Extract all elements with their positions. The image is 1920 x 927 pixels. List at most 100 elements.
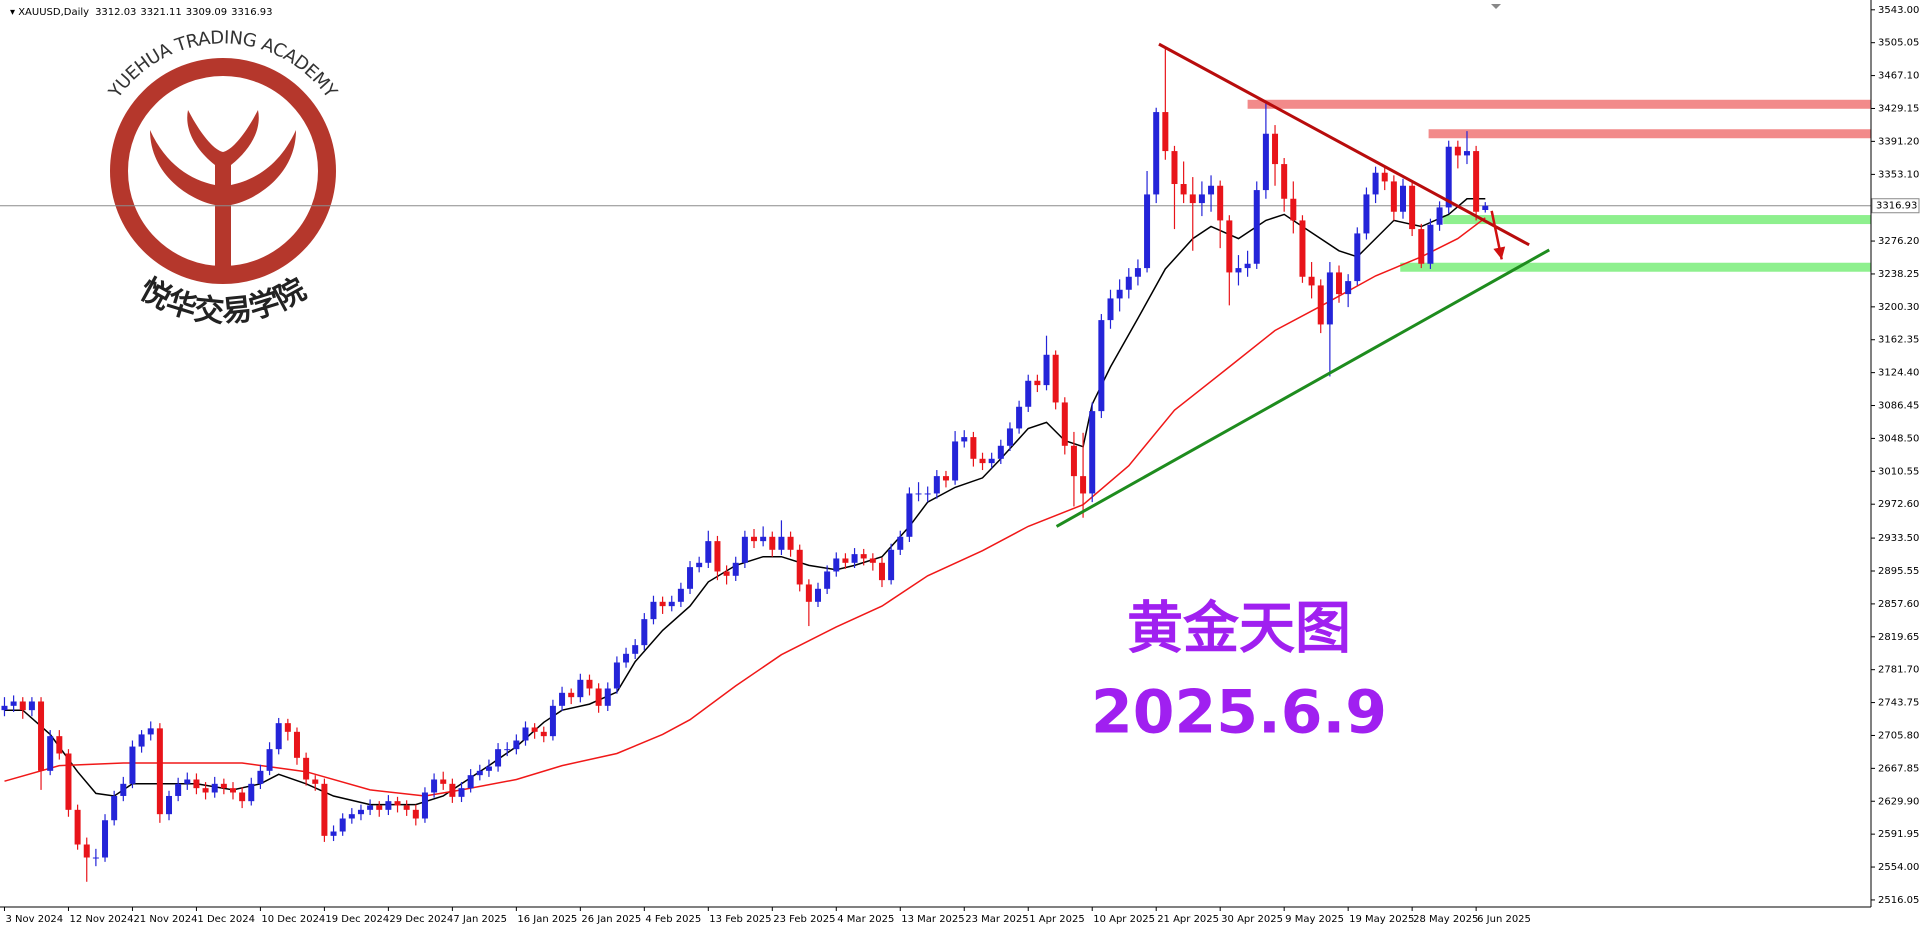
candle-body — [1463, 151, 1470, 156]
candle-body — [111, 795, 118, 821]
header: ▾ XAUUSD,Daily 3312.03 3321.11 3309.09 3316.… — [10, 7, 273, 18]
x-tick-label: 19 May 2025 — [1349, 914, 1414, 925]
candle-body — [869, 558, 876, 563]
candle-body — [970, 437, 977, 459]
arrow-head — [1493, 246, 1506, 260]
candle-body — [1043, 354, 1050, 386]
candle-body — [1418, 229, 1425, 264]
candle-body — [1098, 320, 1105, 412]
candle-body — [687, 567, 694, 589]
candle-body — [613, 662, 620, 689]
candle-body — [239, 792, 246, 802]
candle-body — [10, 701, 17, 706]
candle-body — [1189, 194, 1196, 204]
candle-body — [787, 536, 794, 550]
candle-body — [19, 701, 26, 711]
candle-body — [878, 562, 885, 581]
y-tick-label: 3124.40 — [1878, 368, 1919, 379]
symbol: XAUUSD,Daily — [18, 7, 89, 18]
y-tick-label: 3162.35 — [1878, 335, 1919, 346]
x-tick-label: 1 Dec 2024 — [197, 914, 255, 925]
y-tick-label: 2895.55 — [1878, 566, 1919, 577]
candle-body — [577, 679, 584, 698]
candle-body — [961, 437, 968, 442]
candle-body — [659, 601, 666, 607]
y-tick-label: 3048.50 — [1878, 433, 1919, 444]
y-tick-label: 2629.90 — [1878, 796, 1919, 807]
candle-body — [549, 705, 556, 737]
candle-body — [421, 792, 428, 819]
candle-body — [1244, 263, 1251, 269]
candle-body — [1326, 272, 1333, 325]
price-zone — [1400, 262, 1871, 272]
candle-body — [367, 805, 374, 810]
candle-body — [723, 571, 730, 576]
y-tick-label: 3010.55 — [1878, 466, 1919, 477]
candle-body — [1208, 185, 1215, 195]
candle-body — [339, 818, 346, 832]
candle-body — [348, 814, 355, 819]
candle-body — [641, 619, 648, 646]
candle-body — [1345, 281, 1352, 295]
candle-body — [495, 749, 502, 767]
trendline — [1055, 248, 1550, 528]
candle-body — [1253, 190, 1260, 264]
candle-body — [1144, 194, 1151, 269]
moving-average — [4, 217, 1486, 797]
candle-body — [440, 779, 447, 784]
candle-body — [942, 476, 949, 481]
candle-body — [1354, 233, 1361, 282]
candle-body — [604, 688, 611, 706]
y-tick-label: 3467.10 — [1878, 71, 1919, 82]
x-tick-label: 13 Mar 2025 — [901, 914, 964, 925]
y-tick-label: 3353.10 — [1878, 169, 1919, 180]
y-tick-label: 2705.80 — [1878, 730, 1919, 741]
candle-body — [1, 705, 8, 711]
candle-body — [1125, 276, 1132, 290]
candle-body — [1089, 411, 1096, 494]
x-tick-label: 12 Nov 2024 — [69, 914, 133, 925]
candle-body — [1299, 220, 1306, 277]
candle-body — [120, 783, 127, 796]
x-tick-label: 9 May 2025 — [1285, 914, 1344, 925]
candle-body — [38, 701, 45, 771]
candle-body — [330, 831, 337, 836]
candle-body — [714, 541, 721, 572]
y-tick-label: 2819.65 — [1878, 632, 1919, 643]
y-tick-label: 2972.60 — [1878, 499, 1919, 510]
x-tick-label: 13 Feb 2025 — [709, 914, 771, 925]
x-tick-label: 23 Feb 2025 — [773, 914, 835, 925]
candle-body — [1061, 402, 1068, 446]
plot-area — [0, 42, 1871, 882]
candle-body — [1052, 354, 1059, 403]
candle-body — [229, 788, 236, 793]
candle-body — [1290, 198, 1297, 221]
candle-body — [988, 458, 995, 464]
x-tick-label: 10 Apr 2025 — [1093, 914, 1155, 925]
candle-body — [1217, 185, 1224, 221]
candle-body — [732, 562, 739, 576]
candle-body — [924, 493, 931, 495]
candle-body — [796, 549, 803, 585]
candle-body — [412, 809, 419, 819]
candle-body — [851, 554, 858, 563]
candle-body — [1180, 184, 1187, 195]
candle-body — [888, 549, 895, 581]
x-tick-label: 3 Nov 2024 — [5, 914, 63, 925]
close: 3316.93 — [231, 7, 272, 18]
candle-body — [1016, 406, 1023, 429]
candle-body — [568, 692, 575, 698]
x-tick-label: 21 Nov 2024 — [133, 914, 197, 925]
candle-body — [1235, 268, 1242, 273]
candle-body — [385, 801, 392, 810]
candle-body — [56, 736, 63, 754]
candle-body — [540, 731, 547, 737]
candle-body — [1070, 445, 1077, 477]
candle-body — [1116, 289, 1123, 299]
menu-triangle[interactable]: ▾ — [10, 7, 18, 18]
y-tick-label: 3391.20 — [1878, 136, 1919, 147]
open: 3312.03 — [95, 7, 136, 18]
candle-body — [668, 601, 675, 607]
candle-body — [897, 536, 904, 550]
candle-body — [586, 679, 593, 689]
